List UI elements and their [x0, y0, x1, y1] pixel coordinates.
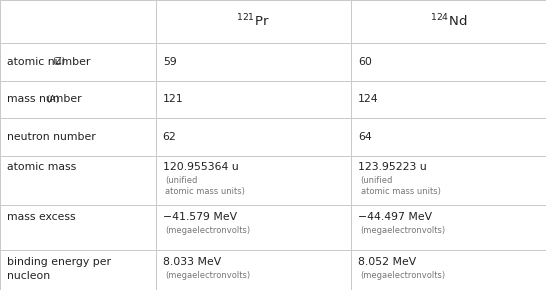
Text: 60: 60 — [358, 57, 372, 67]
Text: 124: 124 — [358, 95, 378, 104]
Text: 64: 64 — [358, 132, 372, 142]
Text: −44.497 MeV: −44.497 MeV — [358, 212, 432, 222]
Text: 59: 59 — [163, 57, 176, 67]
Text: (megaelectronvolts): (megaelectronvolts) — [360, 271, 446, 280]
Text: binding energy per
nucleon: binding energy per nucleon — [7, 257, 111, 281]
Text: (A): (A) — [46, 95, 59, 104]
Text: (megaelectronvolts): (megaelectronvolts) — [165, 226, 251, 235]
Text: (Z): (Z) — [53, 57, 66, 66]
Text: mass excess: mass excess — [7, 212, 76, 222]
Text: (megaelectronvolts): (megaelectronvolts) — [360, 226, 446, 235]
Text: 8.033 MeV: 8.033 MeV — [163, 257, 221, 267]
Text: −41.579 MeV: −41.579 MeV — [163, 212, 237, 222]
Text: (megaelectronvolts): (megaelectronvolts) — [165, 271, 251, 280]
Text: 123.95223 u: 123.95223 u — [358, 162, 426, 172]
Text: atomic number: atomic number — [7, 57, 98, 67]
Text: 8.052 MeV: 8.052 MeV — [358, 257, 416, 267]
Text: mass number: mass number — [7, 95, 88, 104]
Text: $^{121}$Pr: $^{121}$Pr — [236, 13, 270, 30]
Text: (unified
atomic mass units): (unified atomic mass units) — [165, 176, 245, 196]
Text: neutron number: neutron number — [7, 132, 96, 142]
Text: $^{124}$Nd: $^{124}$Nd — [430, 13, 467, 30]
Text: 120.955364 u: 120.955364 u — [163, 162, 239, 172]
Text: 62: 62 — [163, 132, 176, 142]
Text: atomic mass: atomic mass — [7, 162, 76, 172]
Text: 121: 121 — [163, 95, 183, 104]
Text: (unified
atomic mass units): (unified atomic mass units) — [360, 176, 441, 196]
